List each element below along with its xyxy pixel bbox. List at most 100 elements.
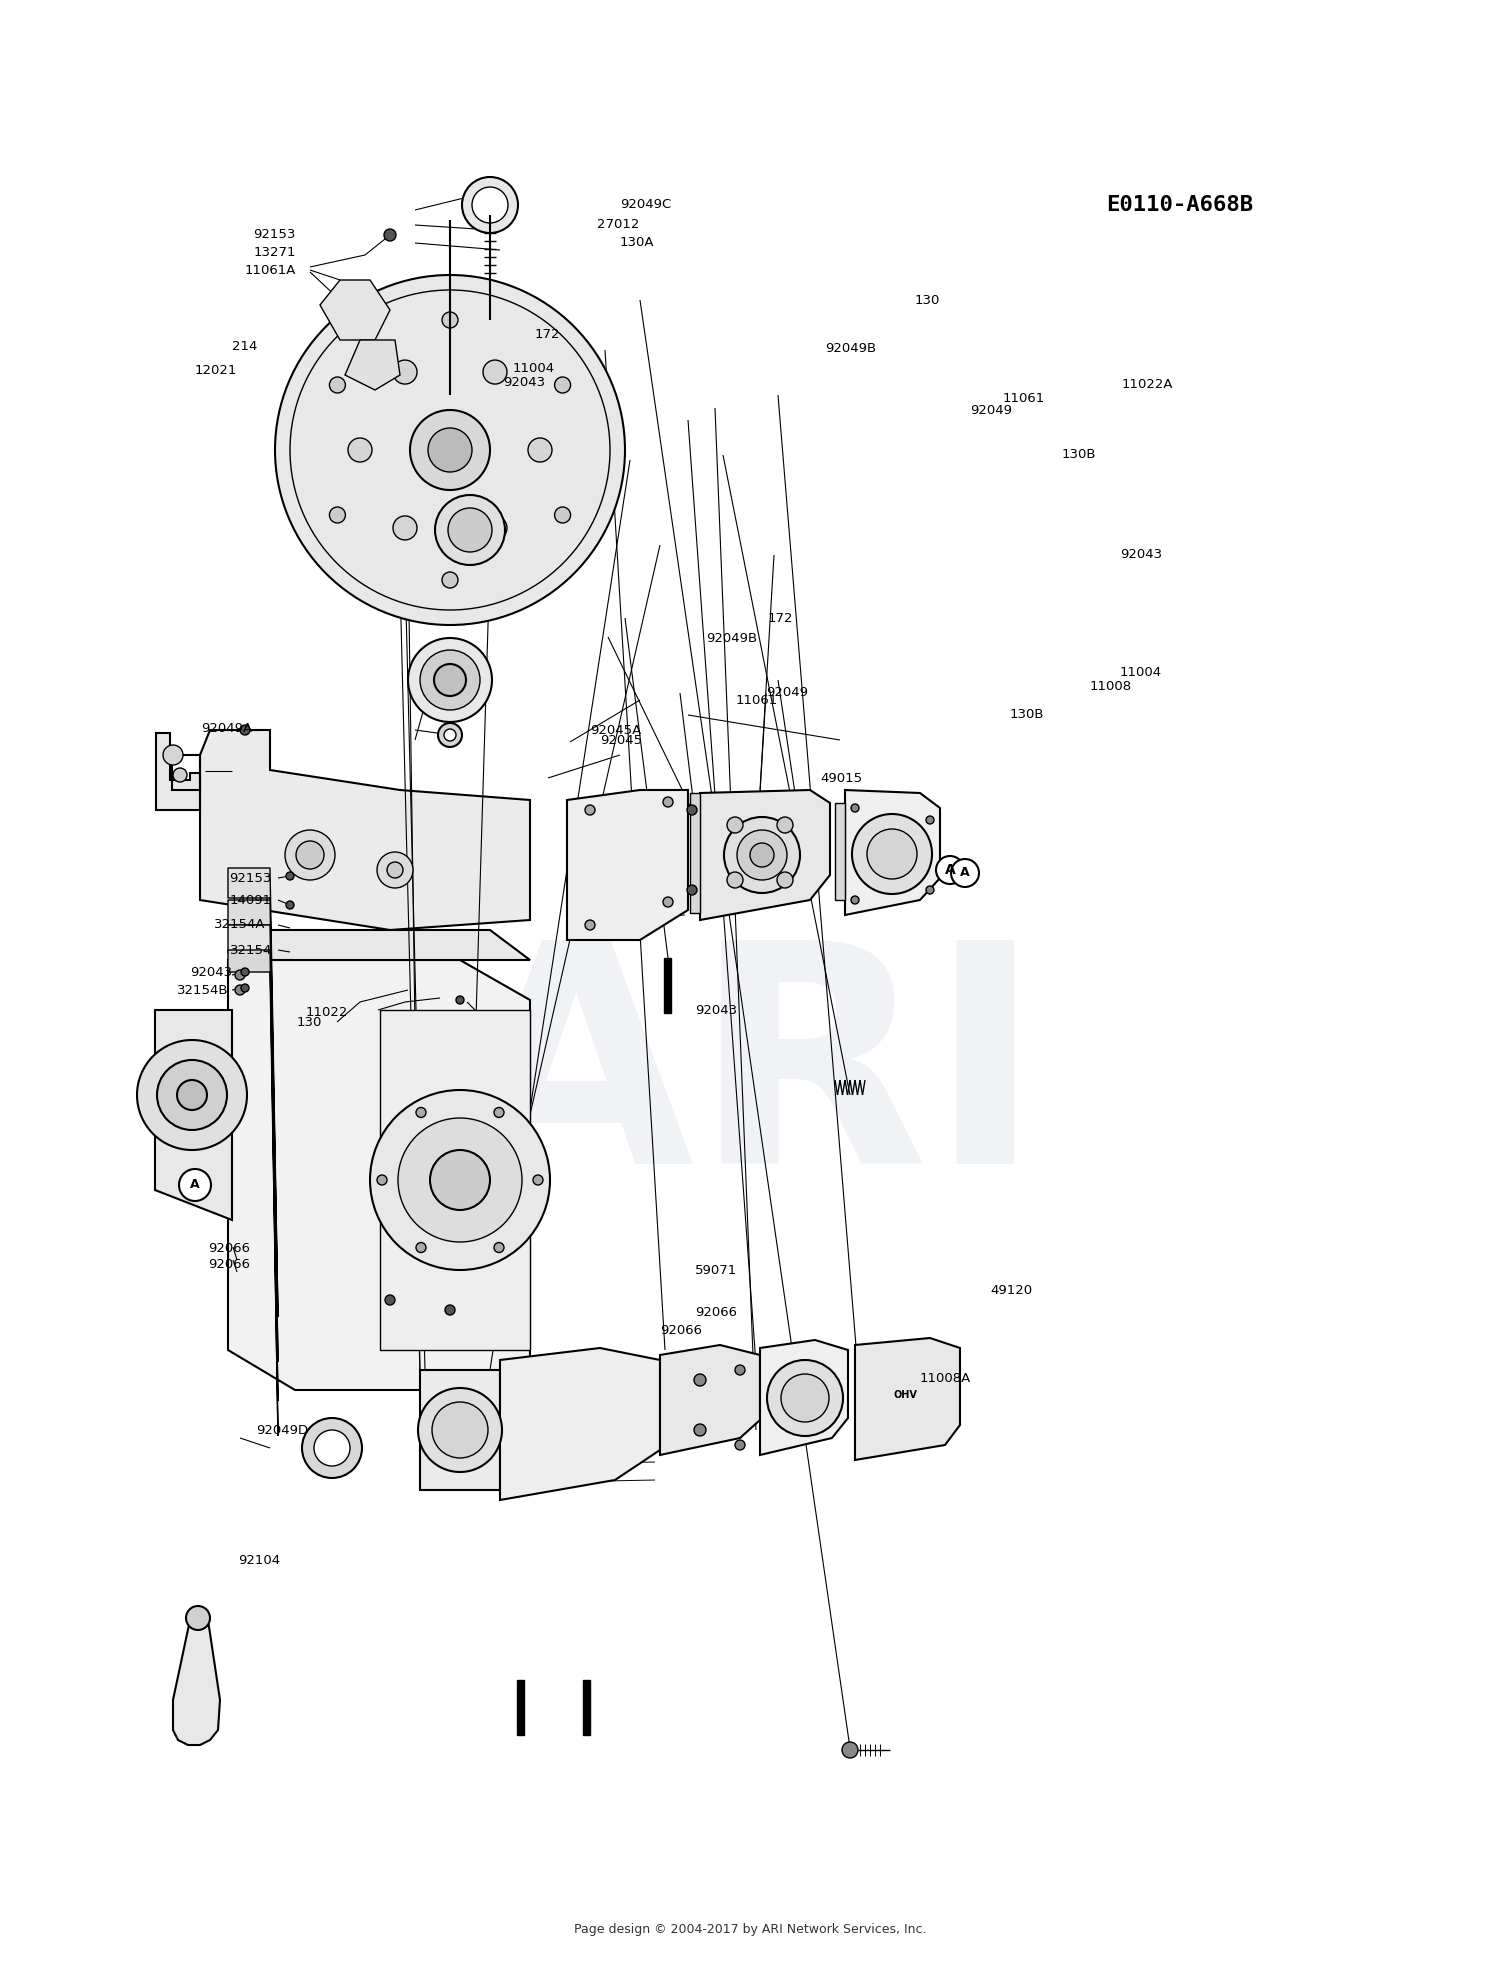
Circle shape (177, 1079, 207, 1110)
Text: 92045A: 92045A (590, 724, 642, 736)
Text: 11061: 11061 (735, 693, 778, 706)
Text: 92066: 92066 (209, 1242, 251, 1254)
Circle shape (416, 1242, 426, 1252)
Circle shape (240, 726, 250, 736)
Text: 130B: 130B (1010, 708, 1044, 722)
Circle shape (432, 1403, 488, 1458)
Circle shape (766, 1360, 843, 1436)
Text: 32154B: 32154B (177, 983, 228, 997)
Circle shape (438, 724, 462, 748)
Circle shape (376, 1175, 387, 1185)
Circle shape (420, 649, 480, 710)
Text: 214: 214 (231, 339, 256, 353)
Circle shape (393, 361, 417, 385)
Text: 13271: 13271 (254, 245, 296, 259)
Text: 92049C: 92049C (620, 198, 672, 212)
Circle shape (694, 1373, 706, 1385)
Circle shape (419, 1387, 503, 1472)
Text: 11004: 11004 (513, 361, 555, 375)
Circle shape (186, 1607, 210, 1630)
Circle shape (951, 859, 980, 887)
Circle shape (444, 730, 456, 742)
Polygon shape (855, 1338, 960, 1460)
Circle shape (242, 985, 249, 993)
Circle shape (398, 1118, 522, 1242)
Circle shape (314, 1430, 350, 1466)
Text: 92049: 92049 (970, 404, 1012, 418)
Circle shape (302, 1419, 362, 1477)
Circle shape (694, 1424, 706, 1436)
Circle shape (867, 830, 916, 879)
Circle shape (735, 1366, 746, 1375)
Text: 11022A: 11022A (1122, 379, 1173, 392)
Circle shape (178, 1169, 212, 1201)
Circle shape (852, 814, 932, 895)
Text: 32154A: 32154A (213, 918, 266, 932)
Text: 130: 130 (297, 1016, 322, 1030)
Text: 14091: 14091 (230, 893, 272, 906)
Circle shape (446, 1305, 454, 1315)
Circle shape (936, 855, 964, 885)
Circle shape (483, 361, 507, 385)
Circle shape (410, 410, 491, 490)
Circle shape (663, 897, 674, 906)
Circle shape (172, 767, 188, 783)
Circle shape (842, 1742, 858, 1758)
Circle shape (448, 508, 492, 551)
Text: 92153: 92153 (230, 871, 272, 885)
Text: 27012: 27012 (597, 218, 639, 232)
Circle shape (528, 438, 552, 461)
Polygon shape (836, 802, 844, 901)
Text: 11061A: 11061A (244, 263, 296, 277)
Circle shape (286, 901, 294, 908)
Polygon shape (700, 791, 830, 920)
Polygon shape (228, 901, 278, 1362)
Polygon shape (156, 734, 200, 810)
Polygon shape (420, 1369, 500, 1489)
Circle shape (736, 830, 788, 881)
Polygon shape (154, 1010, 232, 1220)
Text: 172: 172 (768, 612, 794, 624)
Text: 92043: 92043 (1120, 549, 1162, 561)
Circle shape (483, 516, 507, 540)
Circle shape (296, 842, 324, 869)
Text: 130B: 130B (1062, 449, 1096, 461)
Text: 92104: 92104 (238, 1554, 280, 1566)
Text: 12021: 12021 (195, 363, 237, 377)
Circle shape (728, 871, 742, 889)
Circle shape (462, 177, 518, 233)
Circle shape (370, 1091, 550, 1269)
Text: 11061: 11061 (1002, 392, 1046, 404)
Circle shape (926, 816, 934, 824)
Circle shape (750, 844, 774, 867)
Text: 92049B: 92049B (706, 632, 758, 644)
Text: 92043: 92043 (503, 377, 544, 390)
Polygon shape (228, 959, 530, 1389)
Polygon shape (567, 791, 688, 940)
Circle shape (158, 1059, 226, 1130)
Text: 49120: 49120 (990, 1283, 1032, 1297)
Polygon shape (228, 950, 278, 1436)
Text: 92043: 92043 (190, 965, 232, 979)
Text: 11008: 11008 (1090, 681, 1132, 693)
Polygon shape (690, 793, 700, 912)
Circle shape (427, 428, 472, 473)
Circle shape (442, 573, 458, 589)
Text: 49015: 49015 (821, 771, 862, 785)
Text: 92066: 92066 (694, 1305, 736, 1318)
Circle shape (735, 1440, 746, 1450)
Text: 92049: 92049 (766, 687, 808, 700)
Circle shape (384, 230, 396, 241)
Circle shape (777, 871, 794, 889)
Text: 92045: 92045 (600, 734, 642, 746)
Polygon shape (345, 339, 400, 390)
Circle shape (408, 638, 492, 722)
Text: 92049B: 92049B (825, 341, 876, 355)
Polygon shape (380, 1010, 530, 1350)
Text: 32154: 32154 (230, 944, 272, 957)
Circle shape (555, 506, 570, 524)
Polygon shape (228, 867, 278, 1317)
Polygon shape (320, 281, 390, 339)
Circle shape (728, 816, 742, 834)
Circle shape (236, 985, 244, 995)
